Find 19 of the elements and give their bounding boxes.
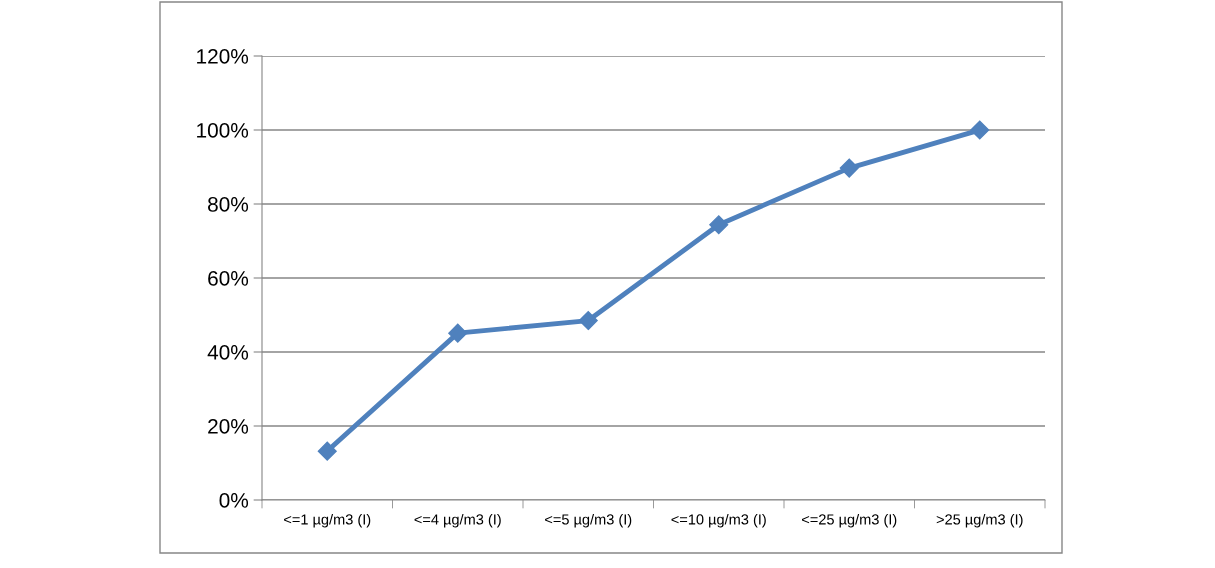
y-tick-label: 60% (208, 271, 249, 286)
point (970, 120, 990, 140)
x-tick-label: <=4 µg/m3 (I) (414, 513, 501, 528)
point (709, 215, 729, 235)
x-tick-label: <=1 µg/m3 (I) (284, 513, 371, 528)
y-tick-label: 40% (207, 345, 249, 360)
y-tick-label: 0% (219, 493, 249, 508)
y-tick-label: 120% (197, 49, 249, 64)
y-tick-label: 80% (208, 197, 249, 212)
x-tick-label: <=10 µg/m3 (I) (671, 513, 766, 528)
x-tick-label: <=5 µg/m3 (I) (545, 513, 632, 528)
x-tick-label: <=25 µg/m3 (I) (802, 513, 897, 528)
point (317, 441, 337, 461)
y-tick-label: 100% (197, 123, 249, 138)
x-tick-label: >25 µg/m3 (I) (936, 513, 1023, 528)
point (839, 158, 859, 178)
point (578, 311, 598, 331)
y-tick-label: 20% (208, 419, 249, 434)
point (448, 323, 468, 343)
